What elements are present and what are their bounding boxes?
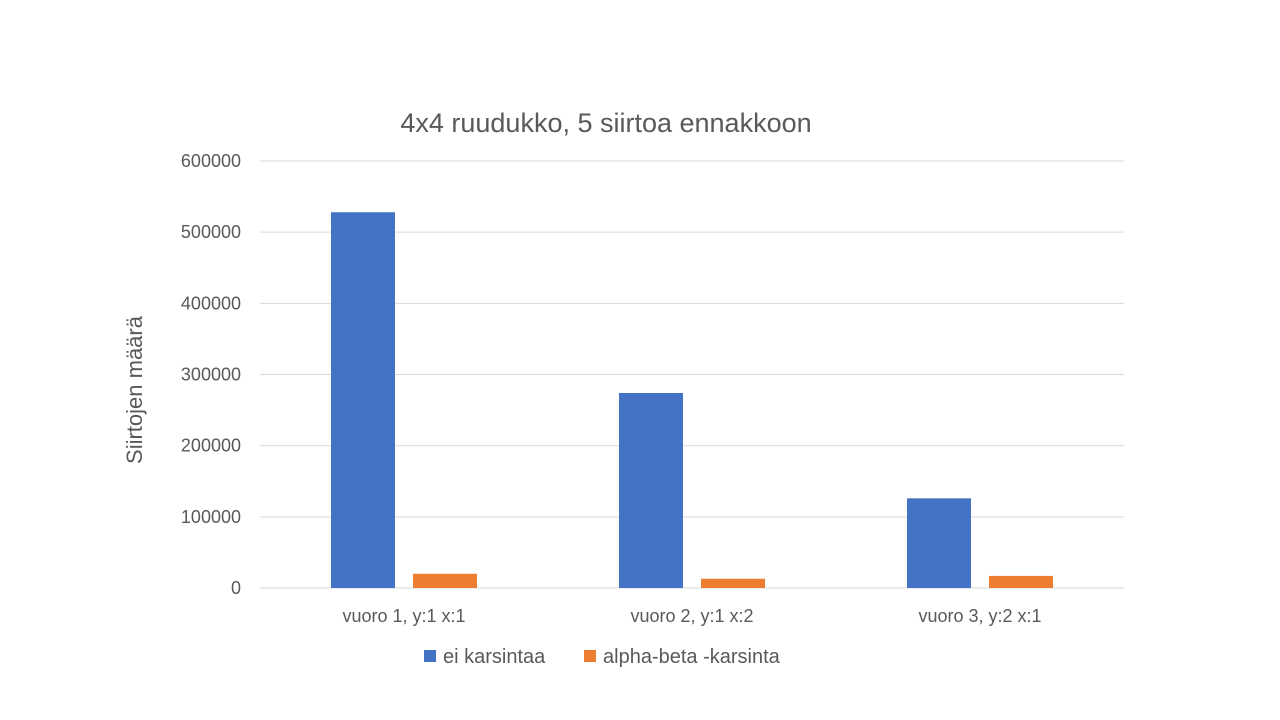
y-axis-title: Siirtojen määrä: [122, 315, 147, 464]
y-tick-label: 400000: [181, 293, 241, 313]
x-category-label: vuoro 2, y:1 x:2: [630, 606, 753, 626]
y-tick-label: 100000: [181, 507, 241, 527]
chart-title: 4x4 ruudukko, 5 siirtoa ennakkoon: [400, 108, 811, 138]
x-category-label: vuoro 3, y:2 x:1: [918, 606, 1041, 626]
y-tick-label: 200000: [181, 436, 241, 456]
legend-swatch: [584, 650, 596, 662]
gridlines: [260, 160, 1124, 589]
bar-alpha-beta-1: [413, 573, 477, 588]
bar-alpha-beta-3: [989, 575, 1053, 588]
bar-alpha-beta-2: [701, 578, 765, 588]
x-category-label: vuoro 1, y:1 x:1: [342, 606, 465, 626]
legend: ei karsintaa alpha-beta -karsinta: [424, 646, 781, 668]
bar-ei-karsintaa-3: [907, 498, 971, 588]
bar-ei-karsintaa-2: [619, 393, 683, 588]
legend-label: ei karsintaa: [443, 646, 546, 668]
bars: [331, 212, 1053, 589]
legend-swatch: [424, 650, 436, 662]
y-tick-label: 0: [231, 578, 241, 598]
legend-label: alpha-beta -karsinta: [603, 646, 781, 668]
x-axis-categories: vuoro 1, y:1 x:1 vuoro 2, y:1 x:2 vuoro 3,…: [342, 606, 1041, 626]
y-axis-ticks: 0 100000 200000 300000 400000 500000 600000: [181, 151, 241, 598]
bar-ei-karsintaa-1: [331, 212, 395, 589]
y-tick-label: 600000: [181, 151, 241, 171]
y-tick-label: 500000: [181, 222, 241, 242]
y-tick-label: 300000: [181, 365, 241, 385]
